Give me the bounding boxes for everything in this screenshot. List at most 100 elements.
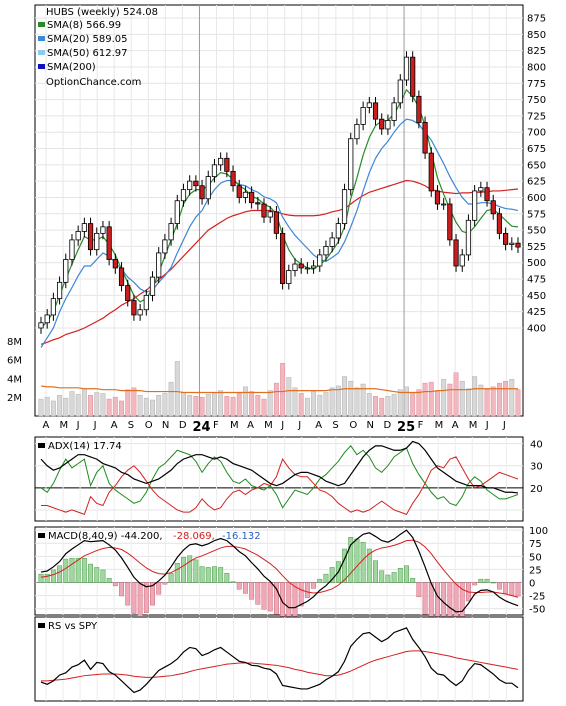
candle-body <box>255 202 261 205</box>
macd-hist-bar <box>94 567 100 583</box>
legend-swatch-sma20 <box>38 36 45 41</box>
candle-body <box>472 190 478 221</box>
volume-tick-label: 4M <box>7 374 22 385</box>
volume-bar <box>174 361 180 417</box>
candle-body <box>273 211 280 234</box>
candle-body <box>323 246 329 256</box>
rs-moving-average-line <box>41 650 519 682</box>
volume-bars <box>38 361 521 417</box>
volume-bar <box>88 395 94 417</box>
candle-body <box>428 152 434 192</box>
macd-tick-label: -50 <box>529 605 545 616</box>
macd-hist-bar <box>230 581 236 583</box>
candle-body <box>391 102 397 121</box>
candle-body <box>453 239 459 267</box>
volume-bar <box>137 395 143 417</box>
macd-hist-bar <box>292 582 298 617</box>
legend-sma50: SMA(50) 612.97 <box>47 48 128 59</box>
macd-signal-label: -28.069, <box>173 531 215 542</box>
candle-body <box>509 242 515 245</box>
x-axis-labels: A M J J A S O N D 24 F M A M J J A S O N D 25 F M A M J J <box>43 420 506 435</box>
volume-bar <box>490 386 496 417</box>
candle-body <box>168 223 174 241</box>
volume-bar <box>329 387 335 417</box>
candle-body <box>137 309 143 316</box>
volume-bar <box>44 396 50 417</box>
macd-tick-label: 50 <box>529 552 542 563</box>
macd-hist-bar <box>143 582 149 613</box>
macd-hist-bar <box>478 578 484 583</box>
volume-bar <box>410 392 416 417</box>
adx-minus-di-line <box>41 456 519 516</box>
candle-body <box>106 226 112 260</box>
volume-bar <box>397 389 403 417</box>
price-tick-label: 425 <box>527 307 546 318</box>
price-tick-label: 875 <box>527 14 546 25</box>
candle-body <box>87 223 94 251</box>
candle-body <box>125 285 131 301</box>
candle-body <box>279 232 286 285</box>
macd-hist-bar <box>311 582 317 589</box>
macd-hist-bar <box>174 562 180 583</box>
macd-hist-bar <box>205 567 211 583</box>
volume-bar <box>162 393 168 417</box>
legend-swatch-sma50 <box>38 50 45 55</box>
x-tick-label: J <box>280 420 284 431</box>
candle-body <box>360 107 366 125</box>
candle-body <box>434 190 441 205</box>
macd-hist-bar <box>249 582 255 600</box>
candle-body <box>465 219 472 256</box>
candle-body <box>298 263 304 269</box>
volume-bar <box>50 400 56 417</box>
macd-hist-bar <box>317 578 323 583</box>
macd-hist-bar <box>242 582 248 594</box>
macd-hist-bar <box>88 563 94 583</box>
candle-body <box>38 322 44 329</box>
volume-bar <box>373 396 378 417</box>
candle-body <box>187 180 193 191</box>
x-tick-label: J <box>502 420 506 431</box>
candlesticks <box>38 51 521 334</box>
x-tick-label: A <box>43 420 50 431</box>
candle-body <box>459 254 465 267</box>
macd-hist-bar <box>267 582 273 612</box>
macd-hist-bar <box>106 578 112 583</box>
volume-bar <box>416 389 422 417</box>
candle-body <box>193 180 199 187</box>
macd-tick-label: 75 <box>529 539 542 550</box>
macd-hist-bar <box>329 567 335 583</box>
volume-bar <box>106 398 112 417</box>
candle-body <box>354 123 360 140</box>
candle-body <box>416 95 422 123</box>
x-tick-label: 24 <box>192 420 210 435</box>
candle-body <box>348 138 354 191</box>
candle-body <box>162 239 168 254</box>
price-panel: 875 850 825 800 775 750 725 700 675 650 625 600 575 5… <box>7 4 546 417</box>
macd-tick-label: 25 <box>529 565 542 576</box>
adx-panel: 40 30 20 ADX(14) 17.74 <box>34 436 543 522</box>
x-tick-label: M <box>230 420 239 431</box>
macd-hist-bar <box>416 582 422 598</box>
rs-panel-frame <box>34 616 524 702</box>
candle-body <box>118 267 125 286</box>
candle-body <box>218 157 224 166</box>
volume-bar <box>168 381 174 417</box>
macd-hist-bar <box>119 582 124 597</box>
price-tick-label: 625 <box>527 177 546 188</box>
macd-axis-ticks: 100 75 50 25 0 -25 -50 <box>529 526 548 616</box>
volume-bar <box>242 386 248 417</box>
volume-bar <box>255 395 261 417</box>
x-tick-label: O <box>349 420 357 431</box>
x-tick-label: M <box>469 420 478 431</box>
candle-body <box>447 203 453 241</box>
candle-body <box>335 223 341 239</box>
candle-body <box>372 102 379 120</box>
adx-tick-label: 30 <box>530 462 543 473</box>
rs-panel: RS vs SPY <box>34 616 524 702</box>
candle-body <box>236 185 242 198</box>
candle-body <box>397 79 403 104</box>
macd-hist-bar <box>187 555 193 583</box>
candle-body <box>410 56 416 97</box>
legend-sma8: SMA(8) 566.99 <box>47 20 121 31</box>
candle-body <box>56 281 63 300</box>
